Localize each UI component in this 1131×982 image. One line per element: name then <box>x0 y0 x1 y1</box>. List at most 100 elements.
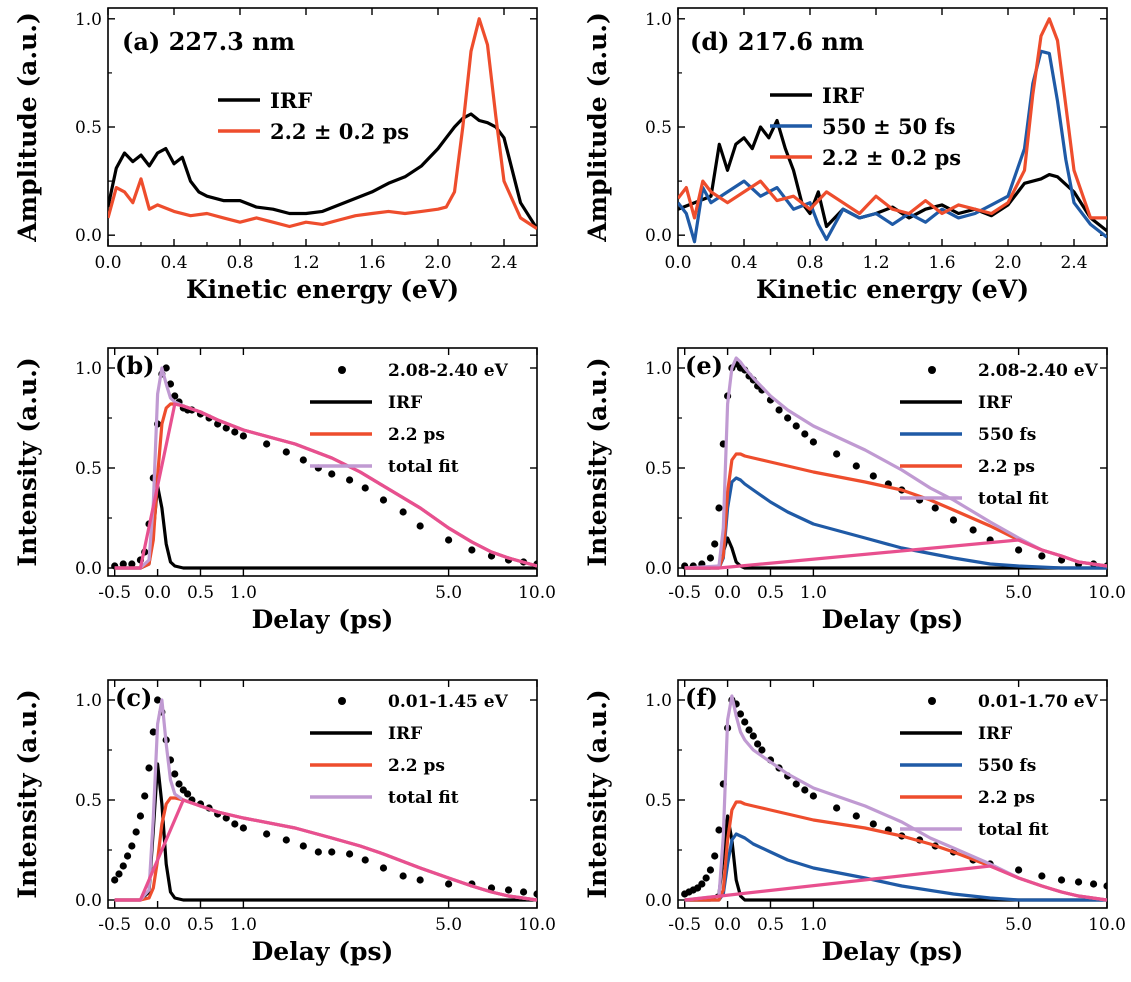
x-tick-label: -0.5 <box>98 583 131 603</box>
x-tick-label: 1.6 <box>358 253 385 273</box>
legend-label: total fit <box>978 489 1049 509</box>
legend-label: 2.2 ± 0.2 ps <box>822 145 961 170</box>
data-point <box>162 364 170 372</box>
y-tick-label: 0.5 <box>645 118 672 138</box>
data-point <box>231 428 239 436</box>
y-axis-label: Amplitude (a.u.) <box>583 12 612 243</box>
x-tick-label: 0.0 <box>94 253 121 273</box>
plot-area <box>111 364 537 570</box>
data-point <box>153 696 162 704</box>
data-point <box>775 406 783 414</box>
y-tick-label: 1.0 <box>645 10 672 30</box>
data-point <box>361 484 369 492</box>
x-tick-label: 5.0 <box>1005 583 1032 603</box>
x-tick-label: 0.5 <box>757 583 784 603</box>
data-point <box>745 726 753 734</box>
panel-title: (f) <box>685 683 718 712</box>
data-point <box>533 890 537 898</box>
data-point <box>239 432 247 440</box>
data-point <box>715 826 723 834</box>
x-tick-label: 0.5 <box>187 915 214 935</box>
y-axis-label: Intensity (a.u.) <box>583 689 612 898</box>
x-tick-label: 1.0 <box>800 583 827 603</box>
x-tick-label: 0.0 <box>714 583 741 603</box>
series-line-total-fit <box>684 356 1107 570</box>
overlap-line <box>114 402 537 570</box>
data-point <box>1015 866 1023 874</box>
data-point <box>361 856 369 864</box>
data-point <box>222 424 230 432</box>
y-axis-label: Intensity (a.u.) <box>13 357 42 566</box>
y-tick-label: 0.5 <box>75 791 102 811</box>
overlap-line <box>684 864 1107 902</box>
data-point <box>809 438 817 446</box>
data-point <box>175 780 183 788</box>
y-axis-label: Amplitude (a.u.) <box>13 12 42 243</box>
data-point <box>445 880 453 888</box>
x-tick-label: -0.5 <box>98 915 131 935</box>
legend-label: total fit <box>978 820 1049 840</box>
panel-title: (b) <box>115 351 155 380</box>
x-axis-label: Delay (ps) <box>252 937 394 966</box>
legend-label: IRF <box>388 724 422 744</box>
x-tick-label: 2.0 <box>424 253 451 273</box>
legend-label: 0.01-1.45 eV <box>388 692 509 712</box>
legend-label: 2.2 ps <box>388 756 445 776</box>
x-tick-label: 1.0 <box>230 915 257 935</box>
data-point <box>123 852 132 860</box>
data-point <box>263 830 271 838</box>
y-tick-label: 0.0 <box>75 226 102 246</box>
y-tick-label: 1.0 <box>75 359 102 379</box>
x-tick-label: 1.0 <box>230 583 257 603</box>
x-axis-label: Delay (ps) <box>252 605 394 634</box>
y-tick-label: 0.0 <box>645 891 672 911</box>
data-point <box>792 422 800 430</box>
x-tick-label: 10.0 <box>1088 583 1126 603</box>
x-tick-label: 5.0 <box>435 583 462 603</box>
data-point <box>969 526 977 534</box>
y-tick-label: 1.0 <box>75 691 102 711</box>
data-point <box>399 508 407 516</box>
data-point <box>468 546 476 554</box>
panel-a: 0.0 0.4 0.8 1.2 1.6 2.0 2.4 0.0 0.5 1.0 Kinetic en… <box>13 7 538 304</box>
data-point <box>399 872 407 880</box>
legend-label: 550 fs <box>978 425 1036 445</box>
plot-frame <box>677 347 1108 577</box>
legend-label: 550 ± 50 fs <box>822 114 955 139</box>
x-tick-label: 0.4 <box>730 253 757 273</box>
data-point <box>299 456 307 464</box>
data-point <box>504 886 513 894</box>
legend-label: total fit <box>388 788 459 808</box>
data-point <box>222 814 230 822</box>
data-point <box>328 848 336 856</box>
legend-label: total fit <box>388 457 459 477</box>
data-point <box>136 812 145 820</box>
data-point <box>931 504 939 512</box>
legend-swatch <box>338 697 346 705</box>
series-line-irf <box>114 484 537 570</box>
data-point <box>736 710 745 718</box>
legend-swatch <box>928 697 936 705</box>
legend-label: 2.2 ps <box>978 788 1035 808</box>
panel-title: (a) 227.3 nm <box>122 27 295 56</box>
data-point <box>299 842 307 850</box>
data-point <box>869 472 877 480</box>
panel-title: (c) <box>115 683 152 712</box>
y-tick-label: 1.0 <box>75 10 102 30</box>
data-point <box>715 504 723 512</box>
legend-label: IRF <box>388 393 422 413</box>
plot-area <box>681 694 1107 902</box>
x-tick-label: 0.5 <box>187 583 214 603</box>
data-point <box>1089 880 1098 888</box>
data-point <box>792 780 800 788</box>
series-line-irf <box>108 112 537 230</box>
legend-label: 2.2 ps <box>978 457 1035 477</box>
data-point <box>282 448 290 456</box>
x-tick-label: 1.2 <box>292 253 319 273</box>
y-axis-label: Intensity (a.u.) <box>13 689 42 898</box>
data-point <box>852 812 860 820</box>
data-point <box>345 476 354 484</box>
